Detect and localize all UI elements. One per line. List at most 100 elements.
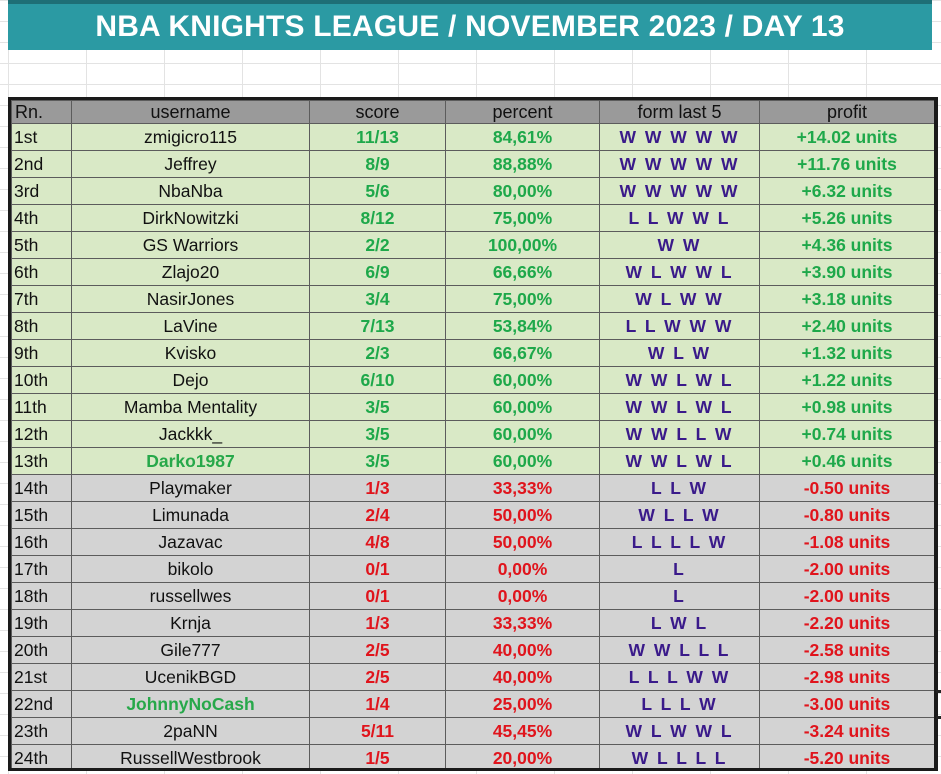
score-cell[interactable]: 7/13 (309, 312, 446, 340)
rank-cell[interactable]: 1st (11, 123, 72, 151)
score-cell[interactable]: 5/11 (309, 717, 446, 745)
username-cell[interactable]: Limunada (71, 501, 310, 529)
percent-cell[interactable]: 33,33% (445, 474, 600, 502)
score-cell[interactable]: 1/4 (309, 690, 446, 718)
form-cell[interactable]: L (599, 582, 760, 610)
username-cell[interactable]: Krnja (71, 609, 310, 637)
form-cell[interactable]: W W L L W (599, 420, 760, 448)
username-cell[interactable]: Gile777 (71, 636, 310, 664)
score-cell[interactable]: 6/10 (309, 366, 446, 394)
profit-cell[interactable]: +11.76 units (759, 150, 934, 178)
profit-cell[interactable]: +3.90 units (759, 258, 934, 286)
score-cell[interactable]: 11/13 (309, 123, 446, 151)
header-username[interactable]: username (71, 100, 310, 124)
profit-cell[interactable]: -2.20 units (759, 609, 934, 637)
rank-cell[interactable]: 11th (11, 393, 72, 421)
percent-cell[interactable]: 0,00% (445, 555, 600, 583)
profit-cell[interactable]: +3.18 units (759, 285, 934, 313)
percent-cell[interactable]: 40,00% (445, 636, 600, 664)
rank-cell[interactable]: 15th (11, 501, 72, 529)
form-cell[interactable]: L W L (599, 609, 760, 637)
rank-cell[interactable]: 23th (11, 717, 72, 745)
profit-cell[interactable]: +5.26 units (759, 204, 934, 232)
percent-cell[interactable]: 60,00% (445, 366, 600, 394)
username-cell[interactable]: 2paNN (71, 717, 310, 745)
form-cell[interactable]: W L W W L (599, 258, 760, 286)
header-rank[interactable]: Rn. (11, 100, 72, 124)
rank-cell[interactable]: 17th (11, 555, 72, 583)
rank-cell[interactable]: 18th (11, 582, 72, 610)
rank-cell[interactable]: 10th (11, 366, 72, 394)
score-cell[interactable]: 3/5 (309, 420, 446, 448)
username-cell[interactable]: Darko1987 (71, 447, 310, 475)
username-cell[interactable]: LaVine (71, 312, 310, 340)
profit-cell[interactable]: -2.00 units (759, 555, 934, 583)
score-cell[interactable]: 3/5 (309, 393, 446, 421)
score-cell[interactable]: 4/8 (309, 528, 446, 556)
username-cell[interactable]: Zlajo20 (71, 258, 310, 286)
score-cell[interactable]: 3/4 (309, 285, 446, 313)
rank-cell[interactable]: 20th (11, 636, 72, 664)
score-cell[interactable]: 2/3 (309, 339, 446, 367)
form-cell[interactable]: L L W (599, 474, 760, 502)
score-cell[interactable]: 8/9 (309, 150, 446, 178)
rank-cell[interactable]: 8th (11, 312, 72, 340)
percent-cell[interactable]: 40,00% (445, 663, 600, 691)
form-cell[interactable]: W W L W L (599, 393, 760, 421)
profit-cell[interactable]: +0.74 units (759, 420, 934, 448)
rank-cell[interactable]: 2nd (11, 150, 72, 178)
score-cell[interactable]: 0/1 (309, 582, 446, 610)
form-cell[interactable]: W W L W L (599, 447, 760, 475)
username-cell[interactable]: Playmaker (71, 474, 310, 502)
form-cell[interactable]: W L W W L (599, 717, 760, 745)
form-cell[interactable]: W L L W (599, 501, 760, 529)
profit-cell[interactable]: -2.58 units (759, 636, 934, 664)
score-cell[interactable]: 3/5 (309, 447, 446, 475)
profit-cell[interactable]: +14.02 units (759, 123, 934, 151)
rank-cell[interactable]: 7th (11, 285, 72, 313)
form-cell[interactable]: L L L L W (599, 528, 760, 556)
form-cell[interactable]: W W (599, 231, 760, 259)
score-cell[interactable]: 6/9 (309, 258, 446, 286)
percent-cell[interactable]: 50,00% (445, 501, 600, 529)
profit-cell[interactable]: -0.80 units (759, 501, 934, 529)
username-cell[interactable]: RussellWestbrook (71, 744, 310, 768)
username-cell[interactable]: NbaNba (71, 177, 310, 205)
form-cell[interactable]: W W W W W (599, 177, 760, 205)
score-cell[interactable]: 2/2 (309, 231, 446, 259)
username-cell[interactable]: Dejo (71, 366, 310, 394)
score-cell[interactable]: 8/12 (309, 204, 446, 232)
username-cell[interactable]: Jackkk_ (71, 420, 310, 448)
rank-cell[interactable]: 14th (11, 474, 72, 502)
percent-cell[interactable]: 0,00% (445, 582, 600, 610)
score-cell[interactable]: 1/3 (309, 609, 446, 637)
header-score[interactable]: score (309, 100, 446, 124)
percent-cell[interactable]: 80,00% (445, 177, 600, 205)
profit-cell[interactable]: +6.32 units (759, 177, 934, 205)
profit-cell[interactable]: +0.46 units (759, 447, 934, 475)
rank-cell[interactable]: 9th (11, 339, 72, 367)
profit-cell[interactable]: -3.00 units (759, 690, 934, 718)
percent-cell[interactable]: 75,00% (445, 285, 600, 313)
username-cell[interactable]: russellwes (71, 582, 310, 610)
form-cell[interactable]: W L L L L (599, 744, 760, 768)
form-cell[interactable]: W W W W W (599, 123, 760, 151)
profit-cell[interactable]: +1.22 units (759, 366, 934, 394)
percent-cell[interactable]: 20,00% (445, 744, 600, 768)
username-cell[interactable]: Kvisko (71, 339, 310, 367)
percent-cell[interactable]: 50,00% (445, 528, 600, 556)
header-form[interactable]: form last 5 (599, 100, 760, 124)
profit-cell[interactable]: -3.24 units (759, 717, 934, 745)
rank-cell[interactable]: 21st (11, 663, 72, 691)
username-cell[interactable]: Jazavac (71, 528, 310, 556)
rank-cell[interactable]: 19th (11, 609, 72, 637)
form-cell[interactable]: W L W (599, 339, 760, 367)
percent-cell[interactable]: 100,00% (445, 231, 600, 259)
score-cell[interactable]: 2/4 (309, 501, 446, 529)
form-cell[interactable]: L (599, 555, 760, 583)
rank-cell[interactable]: 24th (11, 744, 72, 768)
rank-cell[interactable]: 5th (11, 231, 72, 259)
header-percent[interactable]: percent (445, 100, 600, 124)
score-cell[interactable]: 2/5 (309, 636, 446, 664)
score-cell[interactable]: 1/5 (309, 744, 446, 768)
